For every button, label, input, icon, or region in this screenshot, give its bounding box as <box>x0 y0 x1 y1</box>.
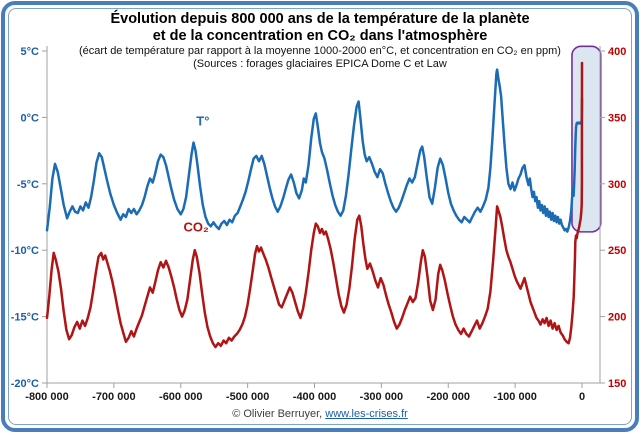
chart-subtitle: (écart de température par rapport à la m… <box>79 45 561 57</box>
co2-series-line <box>45 61 584 349</box>
y-left-tick-label: 5°C <box>21 46 40 58</box>
y-left-tick-label: -10°C <box>11 245 39 257</box>
y-left-tick-label: -15°C <box>11 312 39 324</box>
x-tick-label: -200 000 <box>427 391 470 403</box>
x-tick-label: -600 000 <box>159 391 202 403</box>
y-right-tick-label: 150 <box>608 378 626 390</box>
co2-series-label: CO₂ <box>183 220 209 235</box>
les-crises-link[interactable]: www.les-crises.fr <box>325 408 408 420</box>
y-left-tick-label: -5°C <box>17 179 39 191</box>
y-right-tick-label: 350 <box>608 112 626 124</box>
copyright-text: © Olivier Berruyer, <box>232 408 323 420</box>
x-tick-label: -300 000 <box>360 391 403 403</box>
x-tick-label: -100 000 <box>493 391 536 403</box>
y-right-tick-label: 400 <box>608 46 626 58</box>
temperature-series-line <box>45 68 584 233</box>
chart-title-line1: Évolution depuis 800 000 ans de la tempé… <box>110 11 530 27</box>
chart-source-note: (Sources : forages glaciaires EPICA Dome… <box>193 58 447 70</box>
y-right-tick-label: 250 <box>608 245 626 257</box>
x-tick-label: -500 000 <box>226 391 269 403</box>
footer-credit: © Olivier Berruyer, www.les-crises.fr <box>0 408 640 420</box>
x-tick-label: -700 000 <box>92 391 135 403</box>
y-right-tick-label: 200 <box>608 312 626 324</box>
x-tick-label: 0 <box>579 391 585 403</box>
y-right-tick-label: 300 <box>608 179 626 191</box>
temperature-series-label: T° <box>196 113 209 128</box>
highlight-box <box>571 45 602 233</box>
chart-title-line2: et de la concentration en CO₂ dans l'atm… <box>152 28 488 44</box>
y-left-tick-label: 0°C <box>21 112 40 124</box>
x-tick-label: -400 000 <box>293 391 336 403</box>
y-left-tick-label: -20°C <box>11 378 39 390</box>
x-tick-label: -800 000 <box>25 391 68 403</box>
